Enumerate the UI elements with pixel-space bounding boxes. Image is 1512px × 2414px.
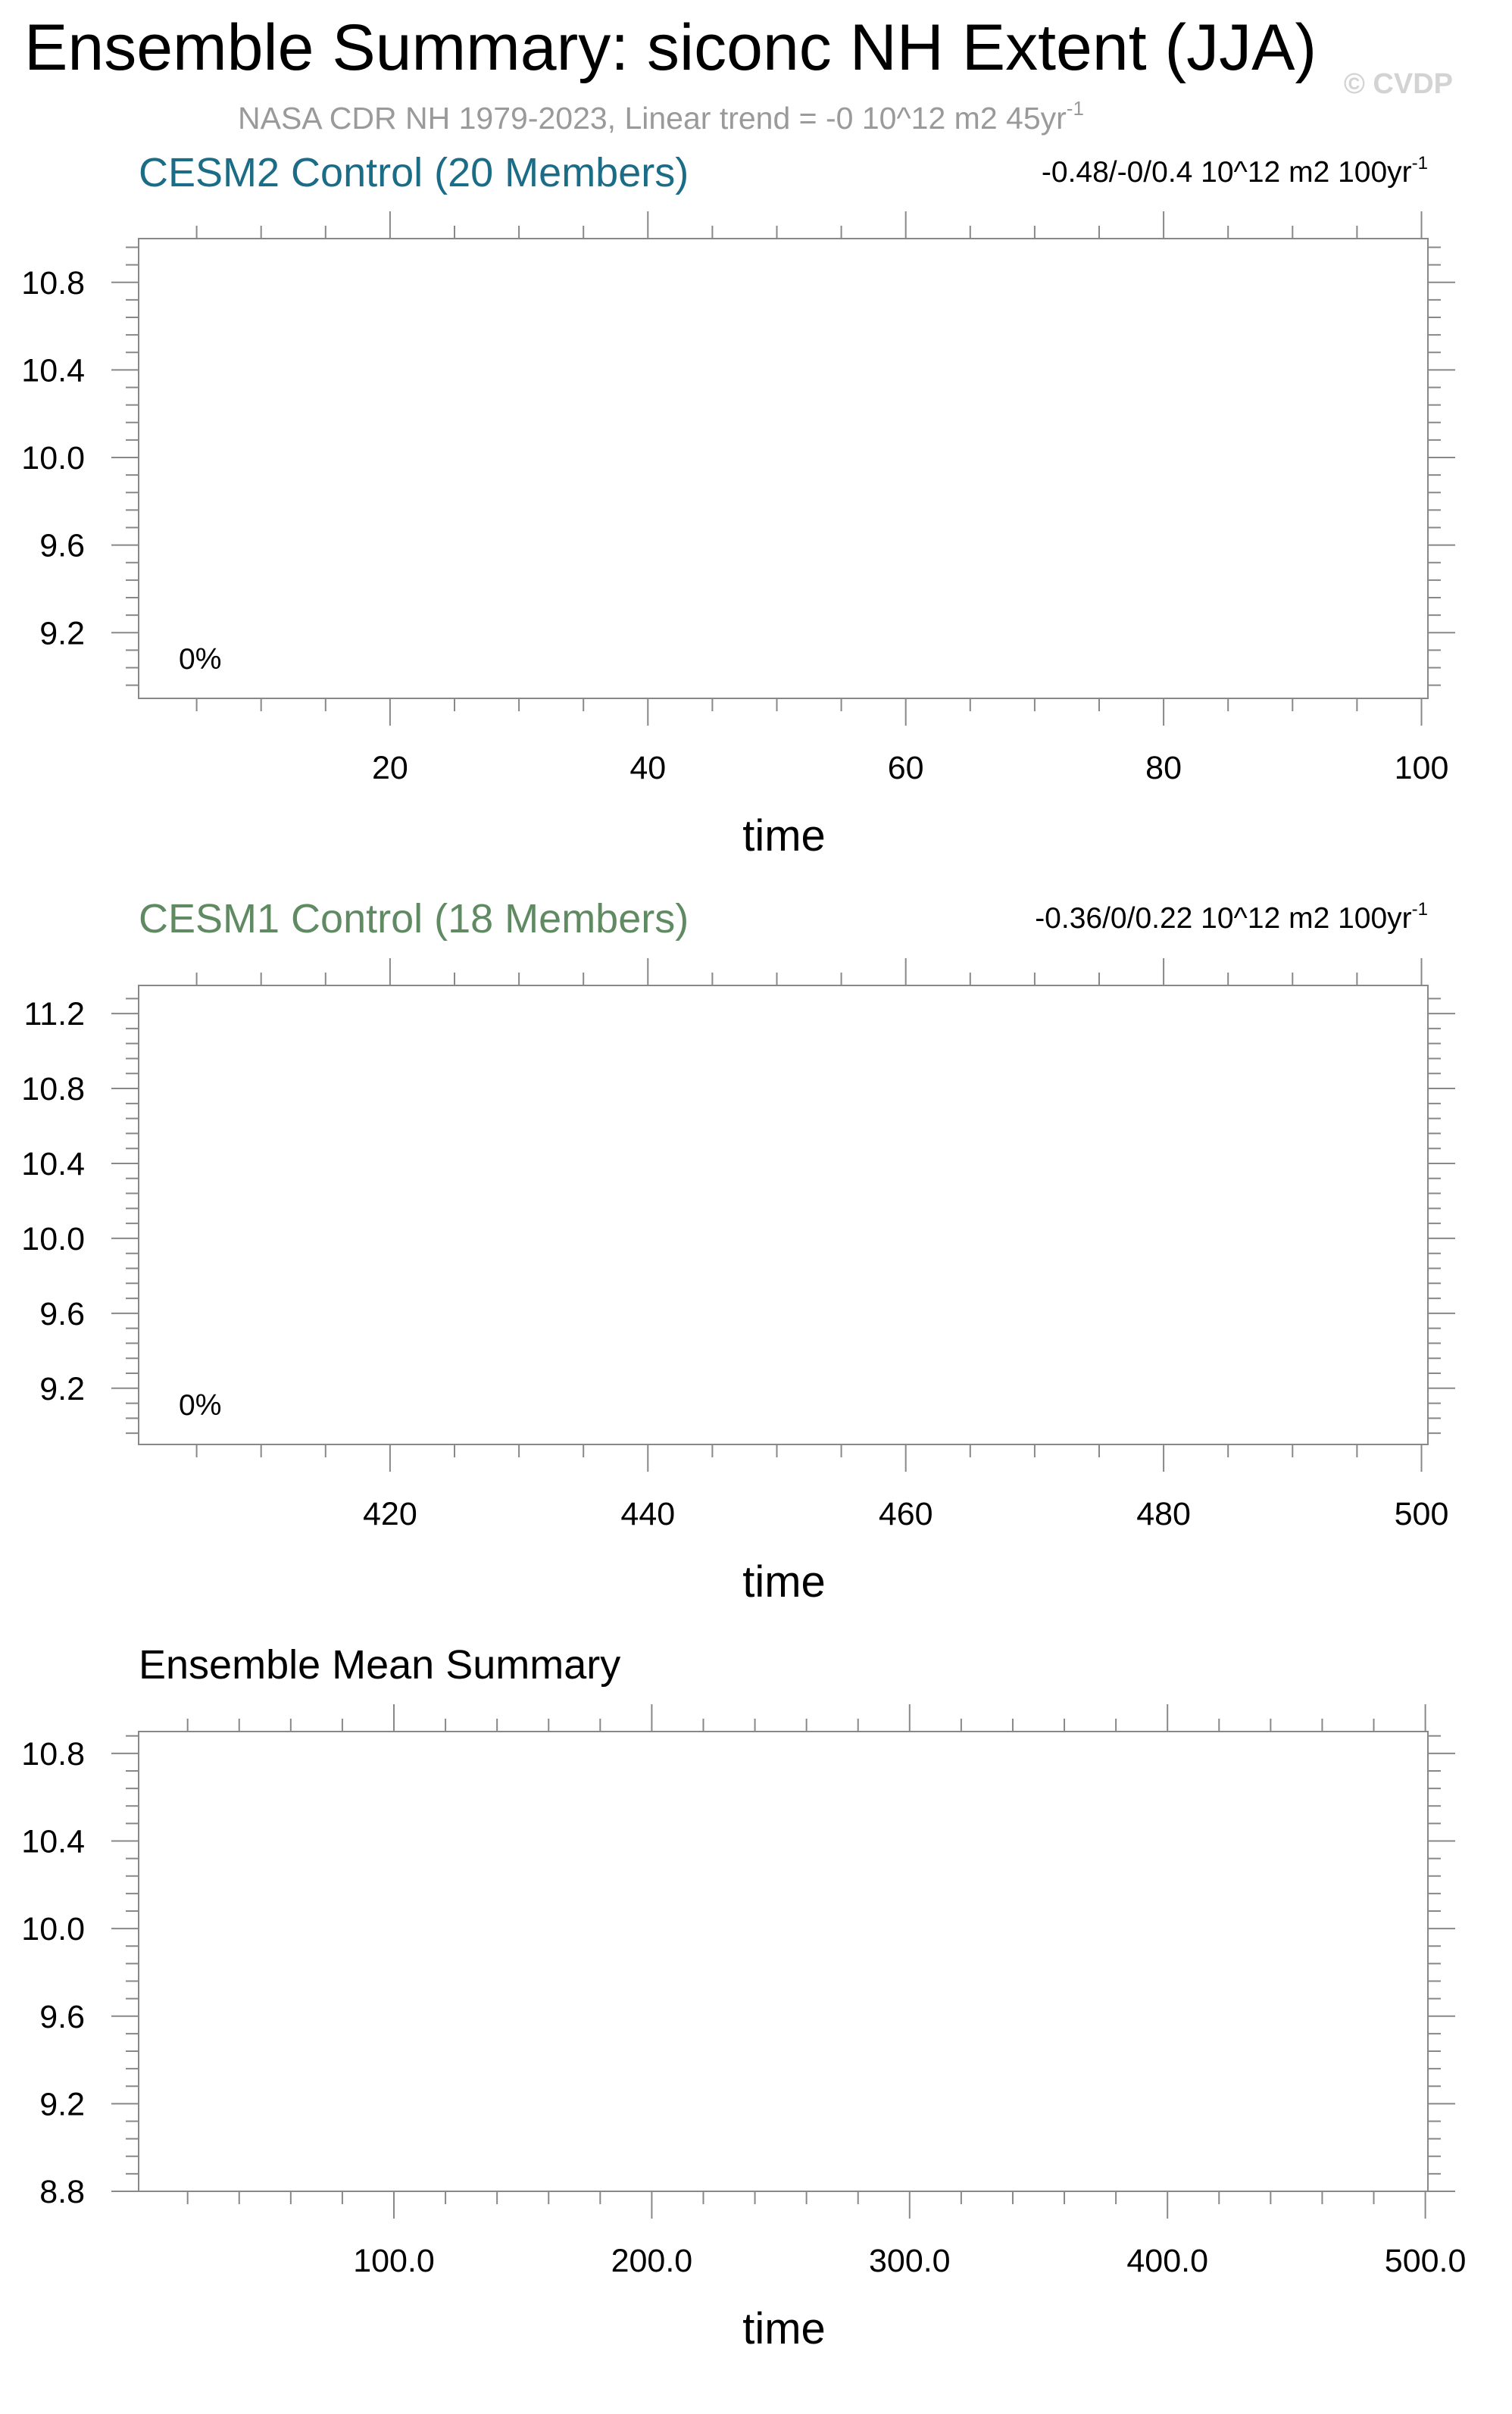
x-axis-label: time: [742, 811, 826, 860]
y-tick-label: 9.2: [39, 2086, 85, 2122]
y-tick-label: 9.2: [39, 1371, 85, 1407]
cvdp-watermark: © CVDP: [1344, 68, 1453, 100]
x-tick-label: 420: [363, 1496, 417, 1532]
y-tick-label: 10.0: [21, 1911, 85, 1947]
x-axis-label: time: [742, 1557, 826, 1607]
x-tick-label: 500.0: [1385, 2243, 1467, 2279]
plot-frame: [138, 238, 1429, 699]
y-tick-label: 10.8: [21, 265, 85, 301]
figure-subtitle-sup: -1: [1067, 97, 1084, 120]
y-tick-label: 8.8: [39, 2174, 85, 2210]
x-tick-label: 40: [629, 750, 666, 786]
percent-annotation: 0%: [179, 1389, 221, 1422]
y-tick-label: 9.2: [39, 615, 85, 651]
x-tick-label: 460: [879, 1496, 933, 1532]
trend-label: -0.48/-0/0.4 10^12 m2 100yr-1: [1042, 153, 1428, 189]
chart-panels: CESM2 Control (20 Members) -0.48/-0/0.4 1…: [21, 150, 1466, 2353]
y-tick-label: 10.8: [21, 1736, 85, 1772]
panel-title: Ensemble Mean Summary: [139, 1642, 620, 1688]
panel-title: CESM2 Control (20 Members): [139, 150, 689, 195]
y-tick-label: 10.4: [21, 1146, 85, 1182]
trend-label-text: -0.36/0/0.22 10^12 m2 100yr: [1035, 902, 1411, 935]
chart-panel-3: Ensemble Mean Summary 100.0 200.0 300.0 400.…: [21, 1642, 1466, 2353]
plot-frame: [138, 985, 1429, 1445]
y-tick-label: 10.0: [21, 440, 85, 476]
y-tick-label: 10.4: [21, 352, 85, 389]
x-tick-label: 400.0: [1126, 2243, 1208, 2279]
y-tick-label: 11.2: [24, 996, 86, 1032]
trend-label-sup: -1: [1412, 153, 1428, 173]
trend-label-sup: -1: [1412, 899, 1428, 920]
y-tick-label: 10.0: [21, 1221, 85, 1257]
x-tick-label: 480: [1136, 1496, 1191, 1532]
trend-label-text: -0.48/-0/0.4 10^12 m2 100yr: [1042, 156, 1412, 189]
x-tick-label: 20: [372, 750, 408, 786]
y-tick-label: 9.6: [39, 1296, 85, 1332]
percent-annotation: 0%: [179, 643, 221, 676]
trend-label: -0.36/0/0.22 10^12 m2 100yr-1: [1035, 899, 1428, 935]
y-tick-label: 9.6: [39, 1999, 85, 2035]
x-tick-label: 500: [1395, 1496, 1449, 1532]
figure-subtitle-text: NASA CDR NH 1979-2023, Linear trend = -0…: [238, 101, 1067, 136]
x-tick-label: 60: [888, 750, 924, 786]
x-tick-label: 200.0: [611, 2243, 693, 2279]
y-tick-label: 10.4: [21, 1824, 85, 1860]
figure-subtitle: NASA CDR NH 1979-2023, Linear trend = -0…: [238, 97, 1084, 136]
chart-panel-2: CESM1 Control (18 Members) -0.36/0/0.22 1…: [21, 896, 1455, 1607]
panel-title: CESM1 Control (18 Members): [139, 896, 689, 942]
x-tick-label: 300.0: [869, 2243, 951, 2279]
plot-frame: [138, 1731, 1429, 2192]
x-tick-label: 100.0: [353, 2243, 435, 2279]
chart-panel-1: CESM2 Control (20 Members) -0.48/-0/0.4 1…: [21, 150, 1455, 860]
y-tick-label: 10.8: [21, 1071, 85, 1107]
x-tick-label: 440: [620, 1496, 675, 1532]
y-tick-label: 9.6: [39, 528, 85, 564]
x-axis-label: time: [742, 2304, 826, 2353]
x-tick-label: 100: [1395, 750, 1449, 786]
x-tick-label: 80: [1145, 750, 1182, 786]
figure-title: Ensemble Summary: siconc NH Extent (JJA): [24, 11, 1317, 84]
